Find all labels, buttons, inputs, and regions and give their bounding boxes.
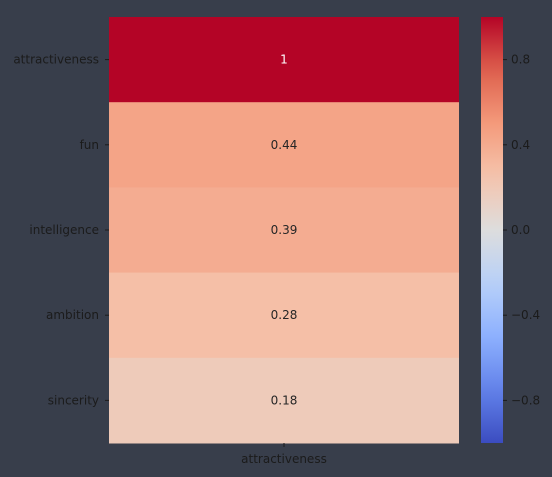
- heatmap-cell-sincerity: [109, 357, 459, 444]
- colorbar-tick-label-minus-0-8: −0.8: [511, 393, 540, 407]
- row-label-intelligence: intelligence: [29, 223, 99, 237]
- heatmap-cell-value-ambition: 0.28: [271, 308, 298, 322]
- colorbar-tick-label-0-0: 0.0: [511, 223, 530, 237]
- column-label-attractiveness: attractiveness: [241, 452, 327, 466]
- row-label-attractiveness: attractiveness: [13, 53, 99, 67]
- heatmap-annotations: 1 0.44 0.39 0.28 0.18: [271, 53, 298, 408]
- colorbar-tick-label-0-8: 0.8: [511, 53, 530, 67]
- colorbar-gradient: [481, 17, 503, 443]
- column-labels: attractiveness: [241, 443, 327, 466]
- colorbar-tick-label-minus-0-4: −0.4: [511, 308, 540, 322]
- row-label-fun: fun: [80, 138, 99, 152]
- heatmap-cell-value-sincerity: 0.18: [271, 393, 298, 407]
- row-label-ambition: ambition: [46, 308, 99, 322]
- heatmap-cell-value-attractiveness: 1: [280, 53, 288, 67]
- heatmap-cells: [109, 17, 459, 444]
- colorbar: 0.8 0.4 0.0 −0.4 −0.8: [481, 17, 540, 443]
- colorbar-tick-label-0-4: 0.4: [511, 138, 530, 152]
- row-labels: attractiveness fun intelligence ambition sin…: [13, 53, 109, 407]
- heatmap-cell-intelligence: [109, 187, 459, 274]
- heatmap-cell-fun: [109, 102, 459, 188]
- heatmap-cell-value-intelligence: 0.39: [271, 223, 298, 237]
- heatmap-cell-attractiveness: [109, 17, 459, 103]
- heatmap-cell-value-fun: 0.44: [271, 138, 298, 152]
- row-label-sincerity: sincerity: [48, 393, 99, 407]
- heatmap-cell-ambition: [109, 272, 459, 359]
